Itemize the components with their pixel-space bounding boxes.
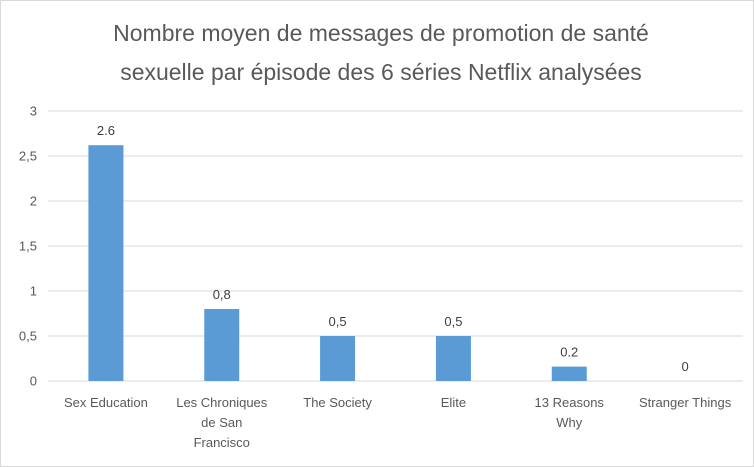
- y-tick-label: 1: [30, 284, 37, 299]
- category-label: 13 Reasons: [535, 395, 605, 410]
- chart-title: Nombre moyen de messages de promotion de…: [113, 20, 649, 85]
- category-label: Les Chroniques: [176, 395, 268, 410]
- bar: [204, 309, 240, 381]
- chart-title-line-1: Nombre moyen de messages de promotion de…: [113, 20, 649, 46]
- y-tick-label: 3: [30, 104, 37, 119]
- y-axis-tick-labels: 0 0,5 1 1,5 2 2,5 3: [19, 104, 37, 389]
- category-label: de San: [201, 415, 242, 430]
- data-labels: 2.6 0,8 0,5 0,5 0.2 0: [97, 123, 689, 374]
- category-label: Stranger Things: [639, 395, 732, 410]
- bars: [88, 145, 587, 381]
- bar: [88, 145, 124, 381]
- category-labels: Sex Education Les Chroniques de San Francis…: [64, 395, 732, 450]
- category-label: Sex Education: [64, 395, 148, 410]
- category-label: Francisco: [194, 435, 250, 450]
- bar: [320, 336, 356, 381]
- category-label: The Society: [303, 395, 372, 410]
- data-label: 0,8: [213, 287, 231, 302]
- bar: [551, 366, 587, 381]
- y-tick-label: 0: [30, 374, 37, 389]
- y-tick-label: 0,5: [19, 329, 37, 344]
- y-tick-label: 2,5: [19, 149, 37, 164]
- category-label: Why: [556, 415, 583, 430]
- data-label: 2.6: [97, 123, 115, 138]
- gridlines: [48, 110, 743, 382]
- bar: [435, 336, 471, 381]
- y-tick-label: 1,5: [19, 239, 37, 254]
- data-label: 0,5: [329, 314, 347, 329]
- data-label: 0: [681, 359, 688, 374]
- category-label: Elite: [441, 395, 466, 410]
- data-label: 0.2: [560, 345, 578, 360]
- y-tick-label: 2: [30, 194, 37, 209]
- data-label: 0,5: [444, 314, 462, 329]
- chart-title-line-2: sexuelle par épisode des 6 séries Netfli…: [120, 59, 642, 85]
